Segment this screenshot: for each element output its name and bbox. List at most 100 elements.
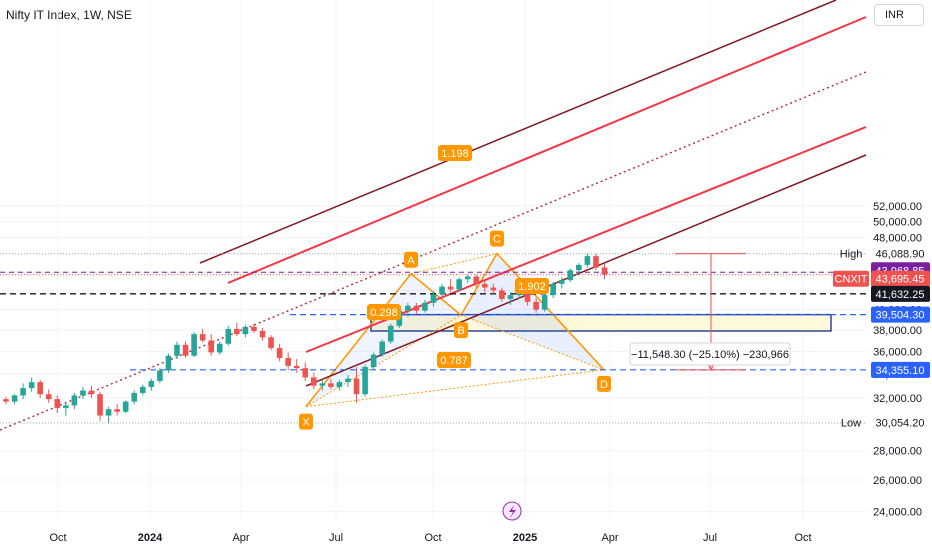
candle-body bbox=[584, 256, 591, 265]
point-x-label: X bbox=[299, 413, 313, 430]
candle-body bbox=[97, 394, 103, 416]
candle-body bbox=[533, 301, 539, 310]
candle bbox=[601, 263, 608, 280]
candle bbox=[165, 353, 172, 373]
ratio-label-abc-text: 1.198 bbox=[441, 148, 469, 160]
candle bbox=[3, 396, 9, 405]
candle-body bbox=[165, 355, 172, 371]
candle bbox=[28, 377, 35, 392]
price-label-name: CNXIT bbox=[835, 274, 868, 286]
candle-body bbox=[593, 256, 599, 268]
candle-body bbox=[20, 388, 26, 396]
candle bbox=[114, 404, 120, 416]
candle bbox=[593, 253, 599, 271]
point-d-label-text: D bbox=[600, 379, 608, 391]
candle-body bbox=[242, 326, 249, 335]
x-axis-ticks: Oct 2024 Apr Jul Oct 2025 Apr Jul Oct bbox=[49, 532, 811, 544]
candle bbox=[379, 339, 385, 357]
point-b-label-bg bbox=[454, 322, 468, 339]
candle-body bbox=[131, 392, 138, 402]
candle-body bbox=[293, 365, 300, 369]
ratio-label-xab: 0.298 bbox=[367, 304, 401, 320]
price-label-value: 43,695.45 bbox=[876, 274, 925, 286]
candle-body bbox=[182, 344, 189, 356]
candles bbox=[3, 253, 608, 424]
channel-upper-outer bbox=[199, 0, 837, 264]
ratio-label-xab-text: 0.298 bbox=[370, 307, 398, 319]
candle bbox=[148, 378, 155, 391]
pattern-triangle-bcd bbox=[461, 253, 604, 370]
price-label-bg bbox=[871, 414, 930, 431]
candle bbox=[558, 277, 565, 289]
candle bbox=[567, 268, 574, 282]
price-label-name: High bbox=[840, 249, 863, 261]
candle bbox=[473, 274, 480, 288]
candle-body bbox=[387, 325, 394, 342]
candle bbox=[533, 297, 539, 313]
x-tick-label: Jul bbox=[703, 532, 717, 544]
candle bbox=[576, 263, 582, 276]
candle bbox=[122, 400, 129, 414]
candle bbox=[328, 378, 334, 390]
y-tick-label: 52,000.00 bbox=[873, 201, 922, 213]
candle-body bbox=[216, 343, 223, 353]
ratio-label-abc: 1.198 bbox=[438, 145, 472, 161]
pattern-bd-ratio-line bbox=[460, 314, 605, 371]
candle-body bbox=[140, 386, 146, 393]
lightning-icon bbox=[509, 505, 516, 518]
candle bbox=[276, 343, 283, 362]
currency-button[interactable]: INR bbox=[874, 4, 924, 26]
pattern-ac-ratio-line bbox=[410, 253, 498, 275]
candle-body bbox=[54, 399, 61, 408]
candle-body bbox=[302, 368, 309, 378]
candle bbox=[80, 386, 86, 400]
point-a-label-text: A bbox=[407, 255, 415, 267]
candle bbox=[140, 384, 146, 396]
candle-body bbox=[336, 382, 343, 387]
price-label-bg bbox=[871, 306, 930, 323]
candle bbox=[11, 394, 18, 405]
candle-body bbox=[353, 378, 360, 395]
candle bbox=[225, 325, 232, 346]
candle bbox=[191, 332, 197, 357]
price-labels: 46,088.90High43,968.8543,695.45CNXIT41,6… bbox=[833, 245, 930, 431]
event-marker-icon bbox=[502, 501, 522, 521]
x-tick-label: Oct bbox=[794, 532, 811, 544]
ratio-label-xab-bg bbox=[367, 304, 401, 320]
candle bbox=[131, 390, 138, 405]
candle bbox=[259, 327, 266, 341]
candle bbox=[362, 364, 368, 397]
measure-label: −11,548.30 (−25.10%) −230,966 bbox=[631, 349, 789, 361]
candle bbox=[336, 379, 343, 391]
candle bbox=[97, 391, 103, 421]
candle bbox=[45, 389, 52, 403]
candle bbox=[54, 395, 61, 414]
candle-body bbox=[576, 264, 582, 271]
measure-tool: −11,548.30 (−25.10%) −230,966 bbox=[629, 253, 791, 371]
candle-body bbox=[422, 302, 428, 311]
candle-body bbox=[122, 401, 129, 412]
point-c-label: C bbox=[490, 230, 504, 247]
candle bbox=[370, 352, 377, 370]
price-label-blue: 34,355.10 bbox=[871, 361, 930, 378]
candle bbox=[353, 367, 360, 403]
candle-body bbox=[114, 409, 120, 412]
candle bbox=[157, 368, 163, 384]
candle-body bbox=[148, 380, 155, 387]
candle-body bbox=[319, 383, 326, 386]
y-tick-label: 48,000.00 bbox=[873, 233, 922, 245]
candle bbox=[447, 279, 454, 293]
candle-body bbox=[37, 382, 43, 395]
candle-body bbox=[567, 270, 574, 281]
candle bbox=[285, 352, 291, 371]
candle-body bbox=[45, 394, 52, 400]
candle bbox=[499, 287, 505, 302]
y-tick-label: 26,000.00 bbox=[873, 475, 922, 487]
ratio-label-bcd: 1.902 bbox=[515, 278, 549, 294]
candle-body bbox=[456, 279, 462, 290]
price-label-value: 34,355.10 bbox=[876, 365, 925, 377]
candle bbox=[208, 334, 214, 356]
candle-body bbox=[63, 405, 69, 408]
price-label-name: Low bbox=[841, 418, 861, 430]
